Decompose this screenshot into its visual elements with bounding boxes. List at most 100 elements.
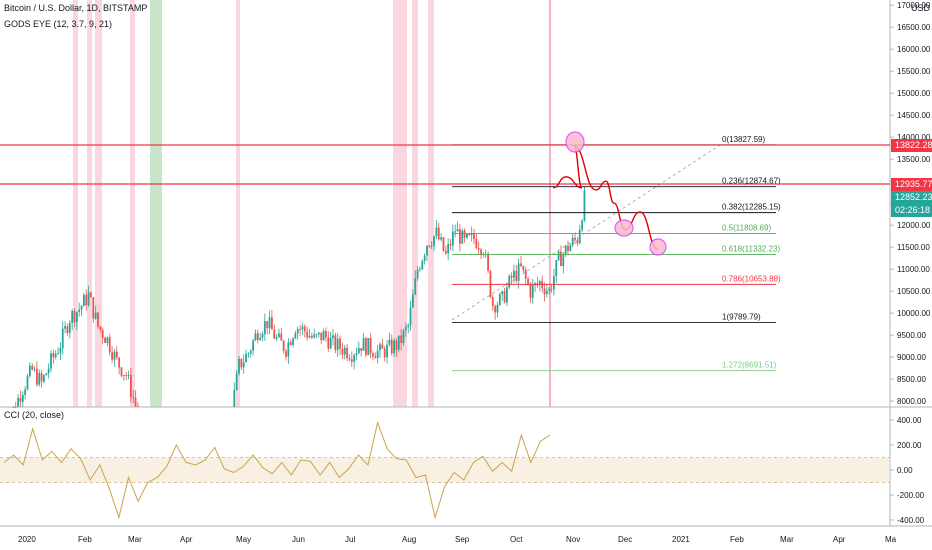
candle-body (259, 337, 262, 340)
candle-body (122, 375, 125, 376)
candle-body (296, 329, 299, 334)
candle-body (414, 278, 417, 295)
time-axis[interactable]: 2020 Feb Mar Apr May Jun Jul Aug Sep Oct Nov Dec 202… (18, 535, 897, 544)
time-tick-label: Apr (180, 535, 193, 544)
price-tag-hline-upper: 13822.28 (891, 139, 932, 152)
candle-body (339, 338, 341, 349)
candle-body (383, 348, 386, 358)
price-tick-label: 8500.00 (897, 375, 926, 384)
candle-body (404, 326, 407, 331)
target-circle (565, 131, 585, 153)
price-tick-label: 15000.00 (897, 89, 931, 98)
signal-band (428, 0, 434, 407)
candle-body (506, 287, 508, 303)
signal-band (87, 0, 92, 407)
price-tick-label: 16000.00 (897, 45, 931, 54)
candle-body (409, 307, 412, 326)
candle-body (498, 294, 501, 305)
candle-body (538, 281, 541, 285)
candle-body (59, 348, 62, 354)
candle-body (120, 367, 123, 376)
candle-body (529, 284, 532, 298)
candle-body (66, 326, 69, 333)
candle-body (318, 332, 320, 335)
signal-band-green (150, 0, 162, 407)
indicator-legend[interactable]: GODS EYE (12, 3.7, 9, 21) (4, 19, 113, 29)
candle-body (461, 230, 464, 244)
currency-label[interactable]: USD (910, 3, 930, 13)
candle-body (350, 359, 353, 362)
cci-legend[interactable]: CCI (20, close) (4, 410, 65, 420)
candle-body (50, 353, 52, 369)
cci-tick-label: 400.00 (897, 416, 922, 425)
candle-body (282, 340, 285, 351)
candle-body (372, 353, 374, 357)
price-tick-label: 14000.00 (897, 133, 931, 142)
candle-body (245, 353, 247, 363)
fib-level-label: 0.236(12874.67) (722, 177, 781, 186)
candle-body (268, 317, 271, 329)
candle-body (289, 342, 292, 345)
cci-tick-label: 200.00 (897, 441, 922, 450)
price-tick-label: 9500.00 (897, 331, 926, 340)
candle-body (581, 220, 583, 230)
candle-body (315, 334, 318, 336)
candle-body (447, 244, 450, 254)
candle-body (256, 333, 259, 340)
candle-body (108, 337, 111, 353)
candle-body (104, 337, 106, 343)
candle-body (555, 260, 558, 277)
projection-drawing[interactable] (552, 131, 667, 256)
candle-body (137, 406, 139, 408)
candle-body (419, 269, 421, 270)
candle-body (21, 394, 24, 402)
price-tick-label: 11000.00 (897, 265, 930, 274)
candle-body (287, 342, 290, 357)
candle-body (567, 245, 569, 252)
candle-body (456, 229, 459, 232)
candle-body (266, 320, 269, 329)
horizontal-lines[interactable] (0, 144, 890, 185)
signal-band (95, 0, 102, 407)
candle-body (571, 237, 574, 246)
price-tick-label: 13500.00 (897, 155, 931, 164)
price-axis[interactable]: 17000.00 16500.00 16000.00 15500.00 15000.00… (890, 1, 931, 525)
candle-body (306, 331, 309, 338)
candle-body (61, 328, 64, 349)
candle-body (496, 304, 499, 313)
symbol-title[interactable]: Bitcoin / U.S. Dollar, 1D, BITSTAMP (4, 3, 148, 13)
signal-band (393, 0, 400, 407)
candle-body (562, 254, 565, 267)
candle-body (397, 335, 400, 350)
candle-body (353, 355, 356, 362)
price-tick-label: 10000.00 (897, 309, 931, 318)
candle-body (343, 347, 346, 355)
candle-body (252, 340, 254, 351)
candle-body (510, 275, 513, 278)
candle-body (442, 237, 445, 251)
candle-body (325, 330, 327, 338)
candle-body (83, 294, 85, 307)
candle-body (494, 306, 497, 313)
candle-body (68, 322, 71, 333)
candle-body (75, 312, 78, 323)
price-tag-countdown: 02:26:18 (891, 204, 932, 217)
candle-body (466, 233, 468, 238)
candle-body (583, 190, 586, 221)
candle-body (242, 362, 245, 368)
fibonacci-retracement[interactable]: 0(13827.59) 0.236(12874.67) 0.382(12285.15… (451, 135, 781, 372)
time-tick-label: Sep (455, 535, 470, 544)
price-tick-label: 12000.00 (897, 221, 931, 230)
candle-body (459, 229, 461, 244)
time-tick-label: Oct (510, 535, 523, 544)
candle-body (332, 335, 334, 339)
candle-body (574, 237, 576, 240)
candle-body (454, 231, 457, 233)
candle-body (421, 260, 424, 270)
candle-body (468, 233, 471, 236)
candle-body (346, 347, 348, 359)
candle-body (560, 251, 562, 267)
candle-body (19, 397, 22, 402)
time-tick-label: Feb (78, 535, 92, 544)
